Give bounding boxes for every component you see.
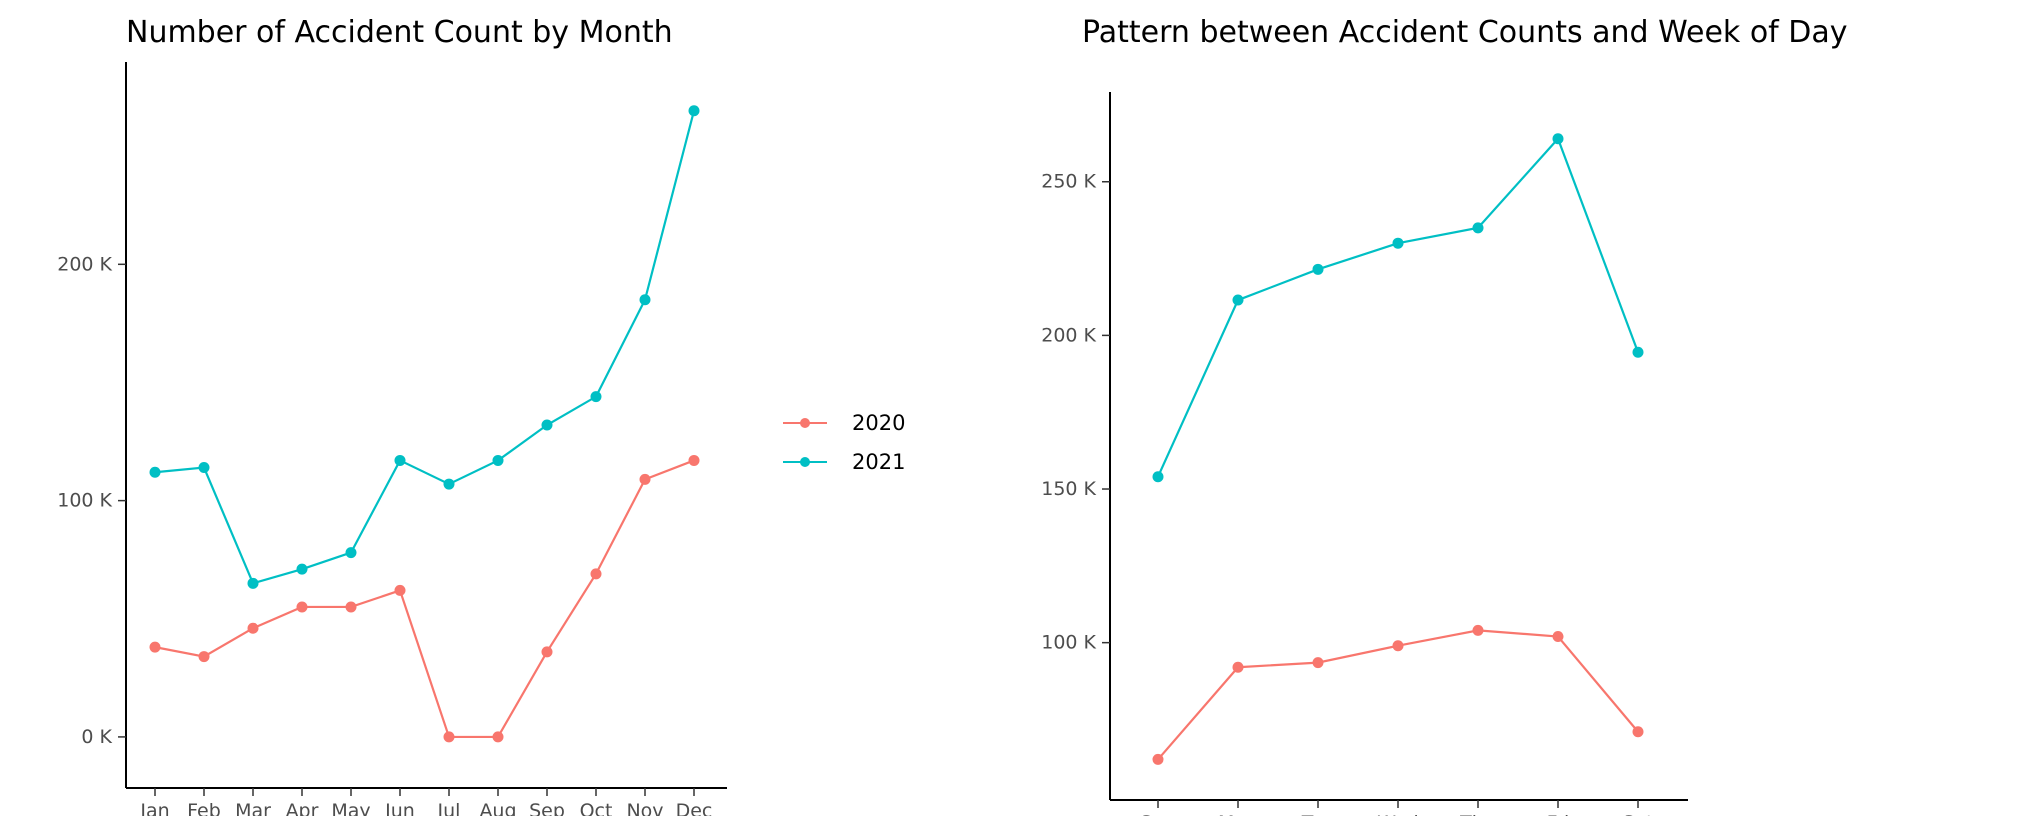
chart1-x-tick-label: Jun bbox=[384, 800, 415, 816]
chart1-y-tick-label: 200 K bbox=[57, 253, 112, 275]
chart1-point-2021 bbox=[296, 563, 308, 575]
chart2-point-2021 bbox=[1152, 471, 1164, 483]
chart2-title: Pattern between Accident Counts and Week… bbox=[1082, 15, 1848, 50]
chart1-x-tick-label: Dec bbox=[676, 800, 713, 816]
legend-swatch-point-2020 bbox=[800, 418, 810, 428]
chart1-point-2020 bbox=[149, 641, 161, 653]
chart2-x-tick-label: Thu bbox=[1459, 812, 1496, 816]
chart1-x-tick-label: Nov bbox=[626, 800, 663, 816]
chart1-line-2021 bbox=[154, 110, 696, 585]
chart1-x-tick-label: Sep bbox=[529, 800, 565, 816]
chart2-line-2021 bbox=[1156, 136, 1640, 478]
chart2-y-tick-label: 250 K bbox=[1041, 171, 1096, 193]
chart2-point-2020 bbox=[1632, 726, 1644, 738]
chart1-point-2021 bbox=[345, 547, 357, 559]
chart2-y-tick-label: 200 K bbox=[1041, 324, 1096, 346]
chart1-line-2020 bbox=[154, 459, 695, 739]
chart1-point-2021 bbox=[443, 478, 455, 490]
chart1-point-2021 bbox=[247, 577, 259, 589]
chart2-point-2020 bbox=[1152, 753, 1164, 765]
chart1-x-ticks: Jan Feb Mar Apr May Jun Jul Aug Sep Oct Nov Dec bbox=[139, 788, 712, 816]
chart1-point-2020 bbox=[394, 584, 406, 596]
chart1-point-2020 bbox=[590, 568, 602, 580]
chart2-y-tick-label: 100 K bbox=[1041, 632, 1096, 654]
chart1-x-tick-label: May bbox=[331, 800, 370, 816]
chart1-point-2020 bbox=[492, 731, 504, 743]
chart1-point-2021 bbox=[590, 391, 602, 403]
chart1-x-tick-label: Oct bbox=[580, 800, 613, 816]
chart1-point-2021 bbox=[541, 419, 553, 431]
chart1-point-2021 bbox=[149, 466, 161, 478]
chart2-point-2021 bbox=[1312, 263, 1324, 275]
chart1-point-2020 bbox=[541, 646, 553, 658]
chart1-point-2021 bbox=[492, 454, 504, 466]
chart1-x-tick-label: Mar bbox=[235, 800, 271, 816]
chart2-x-tick-label: Sat bbox=[1622, 812, 1653, 816]
chart1-point-2021 bbox=[394, 454, 406, 466]
chart1-x-tick-label: Jan bbox=[139, 800, 169, 816]
chart1-point-2021 bbox=[639, 294, 651, 306]
legend-label-2020: 2020 bbox=[852, 411, 905, 435]
chart1-point-2020 bbox=[443, 731, 455, 743]
chart1-point-2020 bbox=[345, 601, 357, 613]
chart1-point-2021 bbox=[688, 105, 700, 117]
chart2-point-2020 bbox=[1472, 624, 1484, 636]
chart2-x-tick-label: Mon bbox=[1218, 812, 1258, 816]
chart1-axes bbox=[125, 62, 727, 789]
chart2-y-tick-label: 150 K bbox=[1041, 478, 1096, 500]
chart1-point-2020 bbox=[198, 651, 210, 663]
chart1-x-tick-label: Aug bbox=[479, 800, 516, 816]
chart1-x-tick-label: Jul bbox=[437, 800, 461, 816]
chart1-y-tick-label: 0 K bbox=[81, 726, 112, 748]
chart1-y-ticks: 0 K 100 K 200 K bbox=[57, 253, 126, 748]
chart2-series bbox=[1152, 133, 1644, 765]
chart1-point-2020 bbox=[247, 622, 259, 634]
chart1-point-2020 bbox=[296, 601, 308, 613]
chart1-series bbox=[149, 105, 700, 743]
chart2-point-2020 bbox=[1312, 657, 1324, 669]
chart1-point-2021 bbox=[198, 462, 210, 474]
chart1-point-2020 bbox=[688, 454, 700, 466]
chart2-axes bbox=[1109, 92, 1688, 801]
legend-label-2021: 2021 bbox=[852, 450, 905, 474]
chart2-point-2021 bbox=[1632, 346, 1644, 358]
chart2-x-tick-label: Fri bbox=[1547, 812, 1570, 816]
chart1-y-tick-label: 100 K bbox=[57, 490, 112, 512]
chart1-point-2020 bbox=[639, 473, 651, 485]
chart2-x-tick-label: Sun bbox=[1140, 812, 1176, 816]
legend: 2020 2021 bbox=[783, 411, 905, 474]
chart1-title: Number of Accident Count by Month bbox=[126, 15, 673, 50]
chart2-point-2020 bbox=[1392, 640, 1404, 652]
chart2-point-2020 bbox=[1552, 631, 1564, 643]
chart2-x-ticks: Sun Mon Tue Wed Thu Fri Sat bbox=[1140, 800, 1654, 816]
chart1-x-tick-label: Feb bbox=[187, 800, 221, 816]
chart2-y-ticks: 100 K 150 K 200 K 250 K bbox=[1041, 171, 1110, 654]
legend-item-2021: 2021 bbox=[783, 450, 905, 474]
chart2-x-tick-label: Tue bbox=[1301, 812, 1334, 816]
chart2-point-2021 bbox=[1552, 133, 1564, 145]
legend-item-2020: 2020 bbox=[783, 411, 905, 435]
legend-swatch-point-2021 bbox=[800, 457, 810, 467]
chart2-point-2021 bbox=[1472, 222, 1484, 234]
chart1-x-tick-label: Apr bbox=[286, 800, 319, 816]
chart2-x-tick-label: Wed bbox=[1377, 812, 1418, 816]
chart2-point-2021 bbox=[1232, 294, 1244, 306]
chart2-point-2021 bbox=[1392, 237, 1404, 249]
chart2-point-2020 bbox=[1232, 661, 1244, 673]
